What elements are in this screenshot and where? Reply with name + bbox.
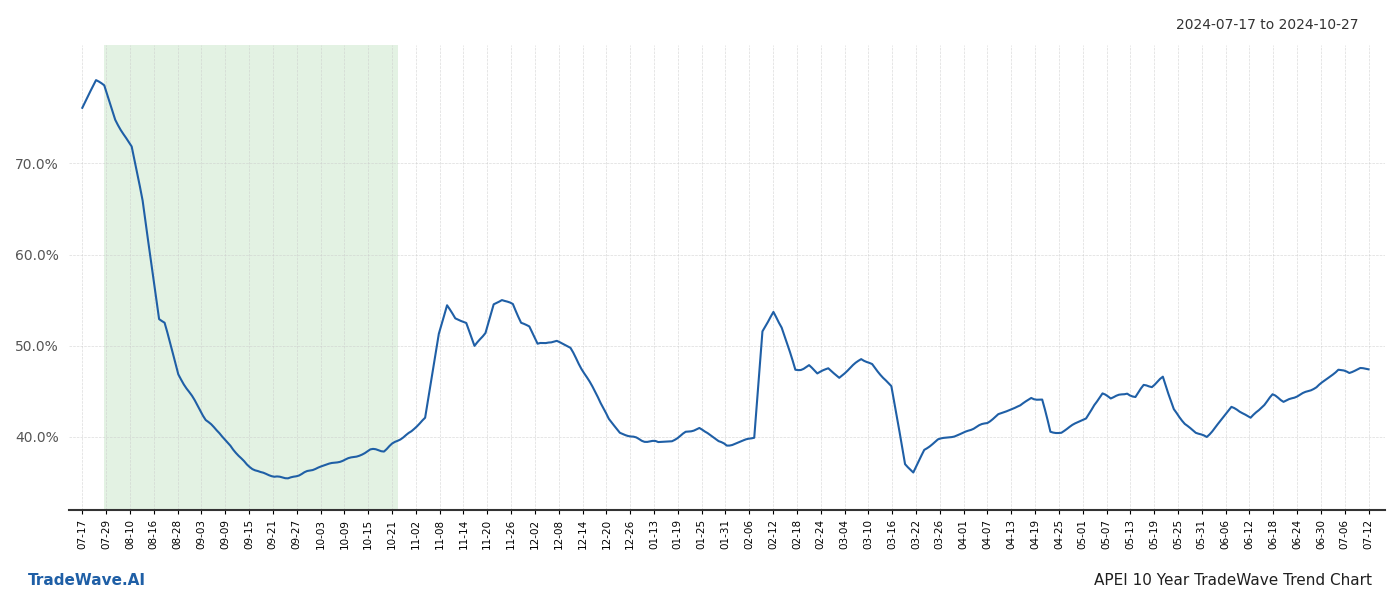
Text: 2024-07-17 to 2024-10-27: 2024-07-17 to 2024-10-27 [1176, 18, 1358, 32]
Text: APEI 10 Year TradeWave Trend Chart: APEI 10 Year TradeWave Trend Chart [1093, 573, 1372, 588]
Text: TradeWave.AI: TradeWave.AI [28, 573, 146, 588]
Bar [104, 45, 398, 510]
